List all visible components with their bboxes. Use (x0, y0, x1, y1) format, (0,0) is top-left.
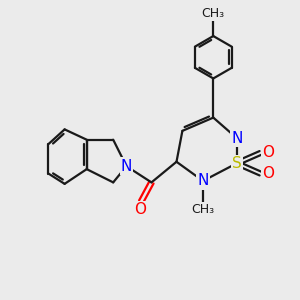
Text: O: O (134, 202, 146, 217)
Text: N: N (231, 131, 242, 146)
Text: O: O (262, 166, 274, 181)
Text: O: O (262, 146, 274, 160)
Text: N: N (197, 173, 209, 188)
Text: CH₃: CH₃ (202, 7, 225, 20)
Text: N: N (121, 159, 132, 174)
Text: S: S (232, 156, 242, 171)
Text: CH₃: CH₃ (191, 203, 214, 216)
